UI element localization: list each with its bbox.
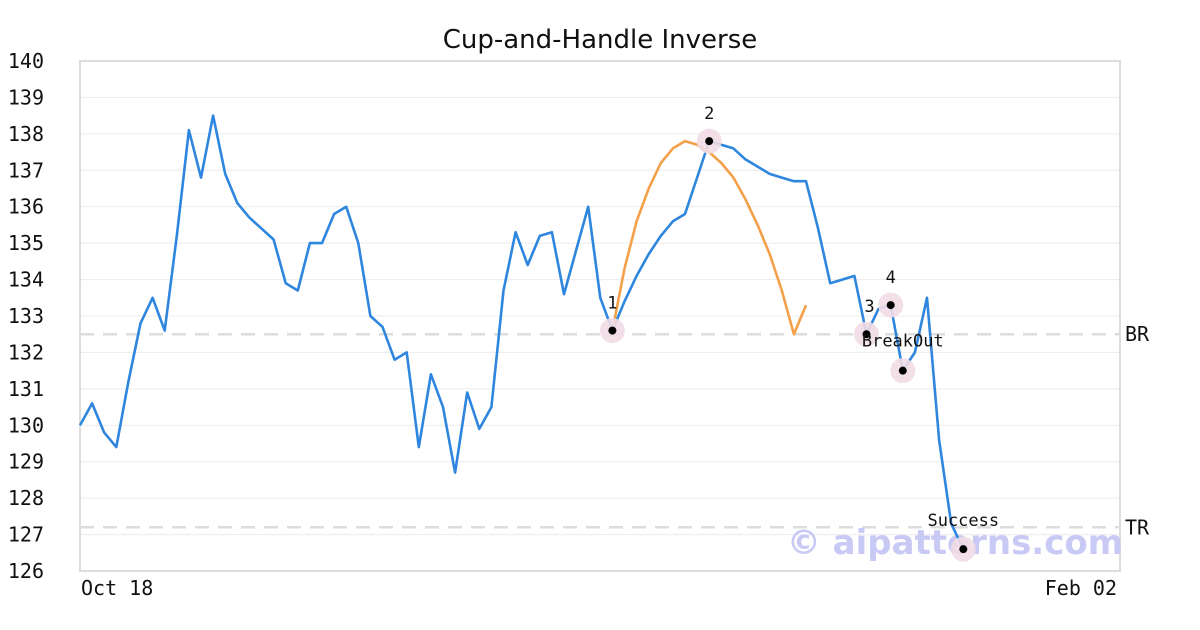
y-tick-135: 135 [8,231,44,255]
point-dot-2 [705,137,714,146]
y-tick-127: 127 [8,523,44,547]
point-dot-3 [862,330,871,339]
price-line [78,114,965,550]
series [78,114,965,550]
level-label-br: BR [1125,322,1150,346]
y-tick-134: 134 [8,268,44,292]
pattern-points: 1 2 34 BreakOut Success [599,104,999,562]
point-dot-4 [886,301,895,310]
point-dot-breakout [898,366,907,375]
x-tick-end: Feb 02 [1045,576,1117,600]
chart-title: Cup-and-Handle Inverse [443,25,758,55]
point-label-2: 2 [704,104,714,124]
point-label-breakout: BreakOut [862,332,944,352]
y-tick-139: 139 [8,85,44,109]
point-label-success: Success [927,511,999,531]
levels: BR TR [80,322,1150,539]
y-tick-133: 133 [8,304,44,328]
x-tick-start: Oct 18 [81,576,153,600]
y-tick-140: 140 [8,49,44,73]
y-tick-137: 137 [8,158,44,182]
point-label-1: 1 [607,294,617,314]
y-tick-130: 130 [8,413,44,437]
y-tick-126: 126 [8,559,44,583]
point-label-4: 4 [886,268,896,288]
grid [80,60,1120,572]
y-tick-labels: 126 127 128 129 130 131 132 133 134 135 136 137 138 1… [8,49,44,583]
y-tick-132: 132 [8,340,44,364]
point-dot-1 [608,326,617,335]
y-tick-131: 131 [8,377,44,401]
y-tick-128: 128 [8,486,44,510]
point-dot-success [959,545,968,554]
y-tick-138: 138 [8,122,44,146]
level-label-tr: TR [1125,515,1150,539]
y-tick-136: 136 [8,195,44,219]
plot-frame [79,60,1121,572]
point-label-3: 3 [864,297,874,317]
x-tick-labels: Oct 18 Feb 02 [81,576,1117,600]
y-tick-129: 129 [8,450,44,474]
